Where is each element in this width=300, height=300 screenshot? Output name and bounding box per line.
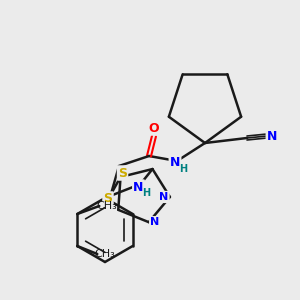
Text: CH₃: CH₃ <box>94 249 115 259</box>
Text: CH₃: CH₃ <box>96 201 117 211</box>
Text: S: S <box>103 193 112 206</box>
Text: H: H <box>179 164 187 174</box>
Text: N: N <box>150 217 159 227</box>
Text: H: H <box>142 188 151 198</box>
Text: N: N <box>133 181 144 194</box>
Text: O: O <box>149 122 159 134</box>
Text: N: N <box>170 157 180 169</box>
Text: N: N <box>267 130 277 142</box>
Text: N: N <box>159 192 169 202</box>
Text: S: S <box>118 167 127 179</box>
